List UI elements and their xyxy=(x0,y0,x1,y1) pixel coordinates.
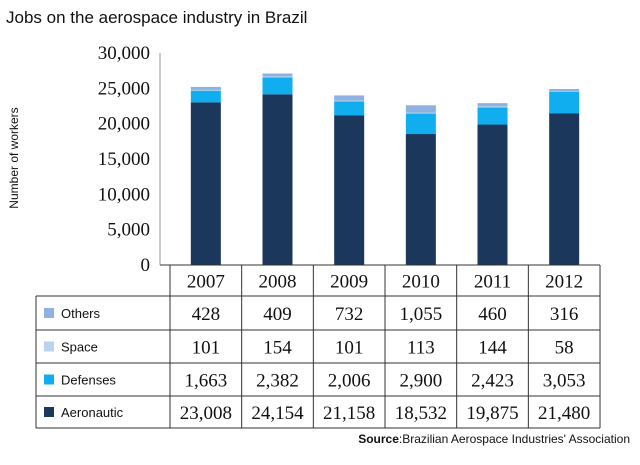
y-tick-label: 25,000 xyxy=(98,78,150,99)
bar-segment-others xyxy=(405,105,436,113)
table-cell-value: 21,158 xyxy=(323,403,375,424)
legend-swatch-defenses xyxy=(44,374,54,385)
bar-segment-space xyxy=(405,112,436,114)
table-cell-value: 409 xyxy=(263,304,292,325)
y-tick-label: 10,000 xyxy=(98,184,150,205)
table-cell-value: 18,532 xyxy=(395,403,447,424)
table-cell-value: 19,875 xyxy=(466,403,518,424)
table-cell-value: 316 xyxy=(550,304,579,325)
table-cell-value: 144 xyxy=(478,338,507,359)
table-cell-value: 2,006 xyxy=(328,371,371,392)
x-tick-label: 2008 xyxy=(259,272,297,293)
bar-segment-aeronautic xyxy=(334,115,365,265)
table-cell-value: 460 xyxy=(478,304,507,325)
x-tick-label: 2010 xyxy=(402,272,440,293)
table-cell-value: 113 xyxy=(407,338,435,359)
bar-segment-space xyxy=(477,106,508,108)
bar-segment-aeronautic xyxy=(190,102,221,265)
table-cell-value: 2,423 xyxy=(471,371,514,392)
table-cell-value: 732 xyxy=(335,304,364,325)
table-cell-value: 101 xyxy=(335,338,364,359)
source-note: Source:Brazilian Aerospace Industries' A… xyxy=(358,432,630,446)
bar-segment-space xyxy=(334,100,365,102)
x-tick-label: 2009 xyxy=(330,272,368,293)
table-cell-value: 23,008 xyxy=(180,403,232,424)
table-cell-value: 1,663 xyxy=(184,371,227,392)
table-cell-value: 58 xyxy=(555,338,574,359)
legend-swatch-aeronautic xyxy=(44,407,54,417)
bar-segment-others xyxy=(334,95,365,101)
bar-segment-others xyxy=(262,73,293,77)
bar-segment-space xyxy=(190,89,221,91)
source-text: :Brazilian Aerospace Industries' Associa… xyxy=(398,432,630,446)
x-tick-label: 2007 xyxy=(187,272,225,293)
bar-segment-others xyxy=(549,88,580,92)
table-cell-value: 2,382 xyxy=(256,371,299,392)
table-cell-value: 154 xyxy=(263,338,292,359)
y-tick-label: 0 xyxy=(141,255,151,276)
table-cell-value: 3,053 xyxy=(543,371,586,392)
table-cell-value: 1,055 xyxy=(399,304,442,325)
bar-segment-others xyxy=(477,103,508,107)
bar-segment-aeronautic xyxy=(477,124,508,265)
table-cell-value: 21,480 xyxy=(538,403,590,424)
legend-label: Defenses xyxy=(61,373,116,388)
bar-segment-space xyxy=(262,76,293,78)
y-tick-label: 30,000 xyxy=(98,43,150,64)
x-tick-label: 2011 xyxy=(474,272,511,293)
table-cell-value: 101 xyxy=(192,338,221,359)
table-cell-value: 428 xyxy=(192,304,221,325)
table-cell-value: 24,154 xyxy=(251,403,304,424)
legend-swatch-others xyxy=(44,308,54,318)
y-tick-label: 15,000 xyxy=(98,149,150,170)
bar-segment-aeronautic xyxy=(405,134,436,265)
bar-segment-aeronautic xyxy=(549,113,580,266)
legend-label: Aeronautic xyxy=(61,405,124,420)
bar-segment-defenses xyxy=(262,77,293,95)
legend-label: Others xyxy=(61,306,101,321)
bar-segment-defenses xyxy=(405,113,436,135)
bar-segment-defenses xyxy=(334,101,365,116)
legend-swatch-space xyxy=(44,341,54,352)
bar-segment-defenses xyxy=(549,91,580,114)
bar-segment-aeronautic xyxy=(262,94,293,265)
chart-title: Jobs on the aerospace industry in Brazil xyxy=(6,8,308,27)
x-tick-label: 2012 xyxy=(545,272,583,293)
bar-segment-defenses xyxy=(477,107,508,125)
source-label: Source xyxy=(358,432,399,446)
bar-segment-others xyxy=(190,86,221,90)
bar-segment-defenses xyxy=(190,90,221,103)
y-tick-label: 5,000 xyxy=(107,220,150,241)
legend-label: Space xyxy=(61,340,98,355)
table-cell-value: 2,900 xyxy=(399,371,442,392)
y-tick-label: 20,000 xyxy=(98,114,150,135)
